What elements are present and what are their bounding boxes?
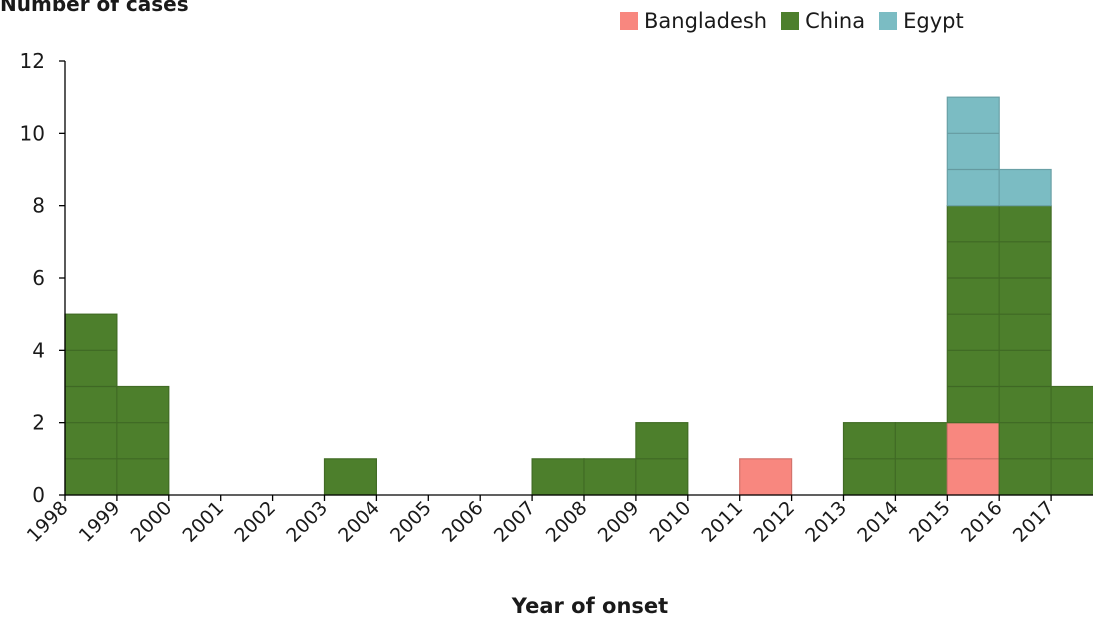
- x-tick-label-2010: 2010: [646, 497, 696, 547]
- legend-item-china: China: [781, 9, 865, 33]
- x-tick-label-2002: 2002: [230, 497, 280, 547]
- x-tick-label-2005: 2005: [386, 497, 436, 547]
- x-tick-label-2001: 2001: [178, 497, 228, 547]
- x-tick-label-2000: 2000: [127, 497, 177, 547]
- x-tick-label-2015: 2015: [905, 497, 955, 547]
- legend-item-bangladesh: Bangladesh: [620, 9, 767, 33]
- x-tick-label-2009: 2009: [594, 497, 644, 547]
- x-tick-label-2006: 2006: [438, 497, 488, 547]
- x-tick-label-2007: 2007: [490, 497, 540, 547]
- legend-label-egypt: Egypt: [903, 9, 964, 33]
- x-tick-label-2016: 2016: [957, 497, 1007, 547]
- legend-item-egypt: Egypt: [879, 9, 964, 33]
- legend: Bangladesh China Egypt: [620, 9, 978, 33]
- y-tick-label-6: 6: [32, 266, 45, 290]
- bar-egypt-2016: [998, 168, 1052, 207]
- bar-china-1998: [64, 313, 118, 496]
- x-tick-label-2011: 2011: [697, 497, 747, 547]
- x-tick-label-2004: 2004: [334, 497, 384, 547]
- x-tick-label-2013: 2013: [801, 497, 851, 547]
- x-tick-label-1998: 1998: [23, 497, 73, 547]
- x-tick-label-2017: 2017: [1009, 497, 1059, 547]
- y-tick-label-0: 0: [32, 483, 45, 507]
- bar-china-1999: [116, 385, 170, 496]
- x-tick-label-2008: 2008: [542, 497, 592, 547]
- legend-label-china: China: [805, 9, 866, 33]
- legend-label-bangladesh: Bangladesh: [644, 9, 768, 33]
- x-tick-label-2012: 2012: [749, 497, 799, 547]
- bar-egypt-2015: [946, 96, 1000, 207]
- legend-swatch-egypt: [879, 12, 898, 30]
- y-axis-title: Number of cases: [0, 0, 189, 16]
- x-axis-title: Year of onset: [511, 594, 669, 618]
- bar-china-2017: [1050, 385, 1093, 496]
- bar-china-2008: [583, 458, 637, 496]
- bar-china-2003: [323, 458, 378, 496]
- y-tick-label-8: 8: [32, 194, 45, 218]
- y-tick-label-4: 4: [32, 338, 45, 362]
- legend-swatch-bangladesh: [620, 12, 638, 30]
- x-tick-label-1999: 1999: [75, 497, 125, 547]
- x-tick-label-2014: 2014: [853, 497, 903, 547]
- x-tick-label-2003: 2003: [282, 497, 332, 547]
- bar-bangladesh-2011: [739, 458, 793, 496]
- legend-swatch-china: [781, 12, 800, 30]
- y-tick-label-12: 12: [20, 49, 45, 73]
- y-tick-label-10: 10: [20, 121, 45, 145]
- y-tick-label-2: 2: [32, 411, 45, 435]
- bar-china-2007: [531, 458, 585, 496]
